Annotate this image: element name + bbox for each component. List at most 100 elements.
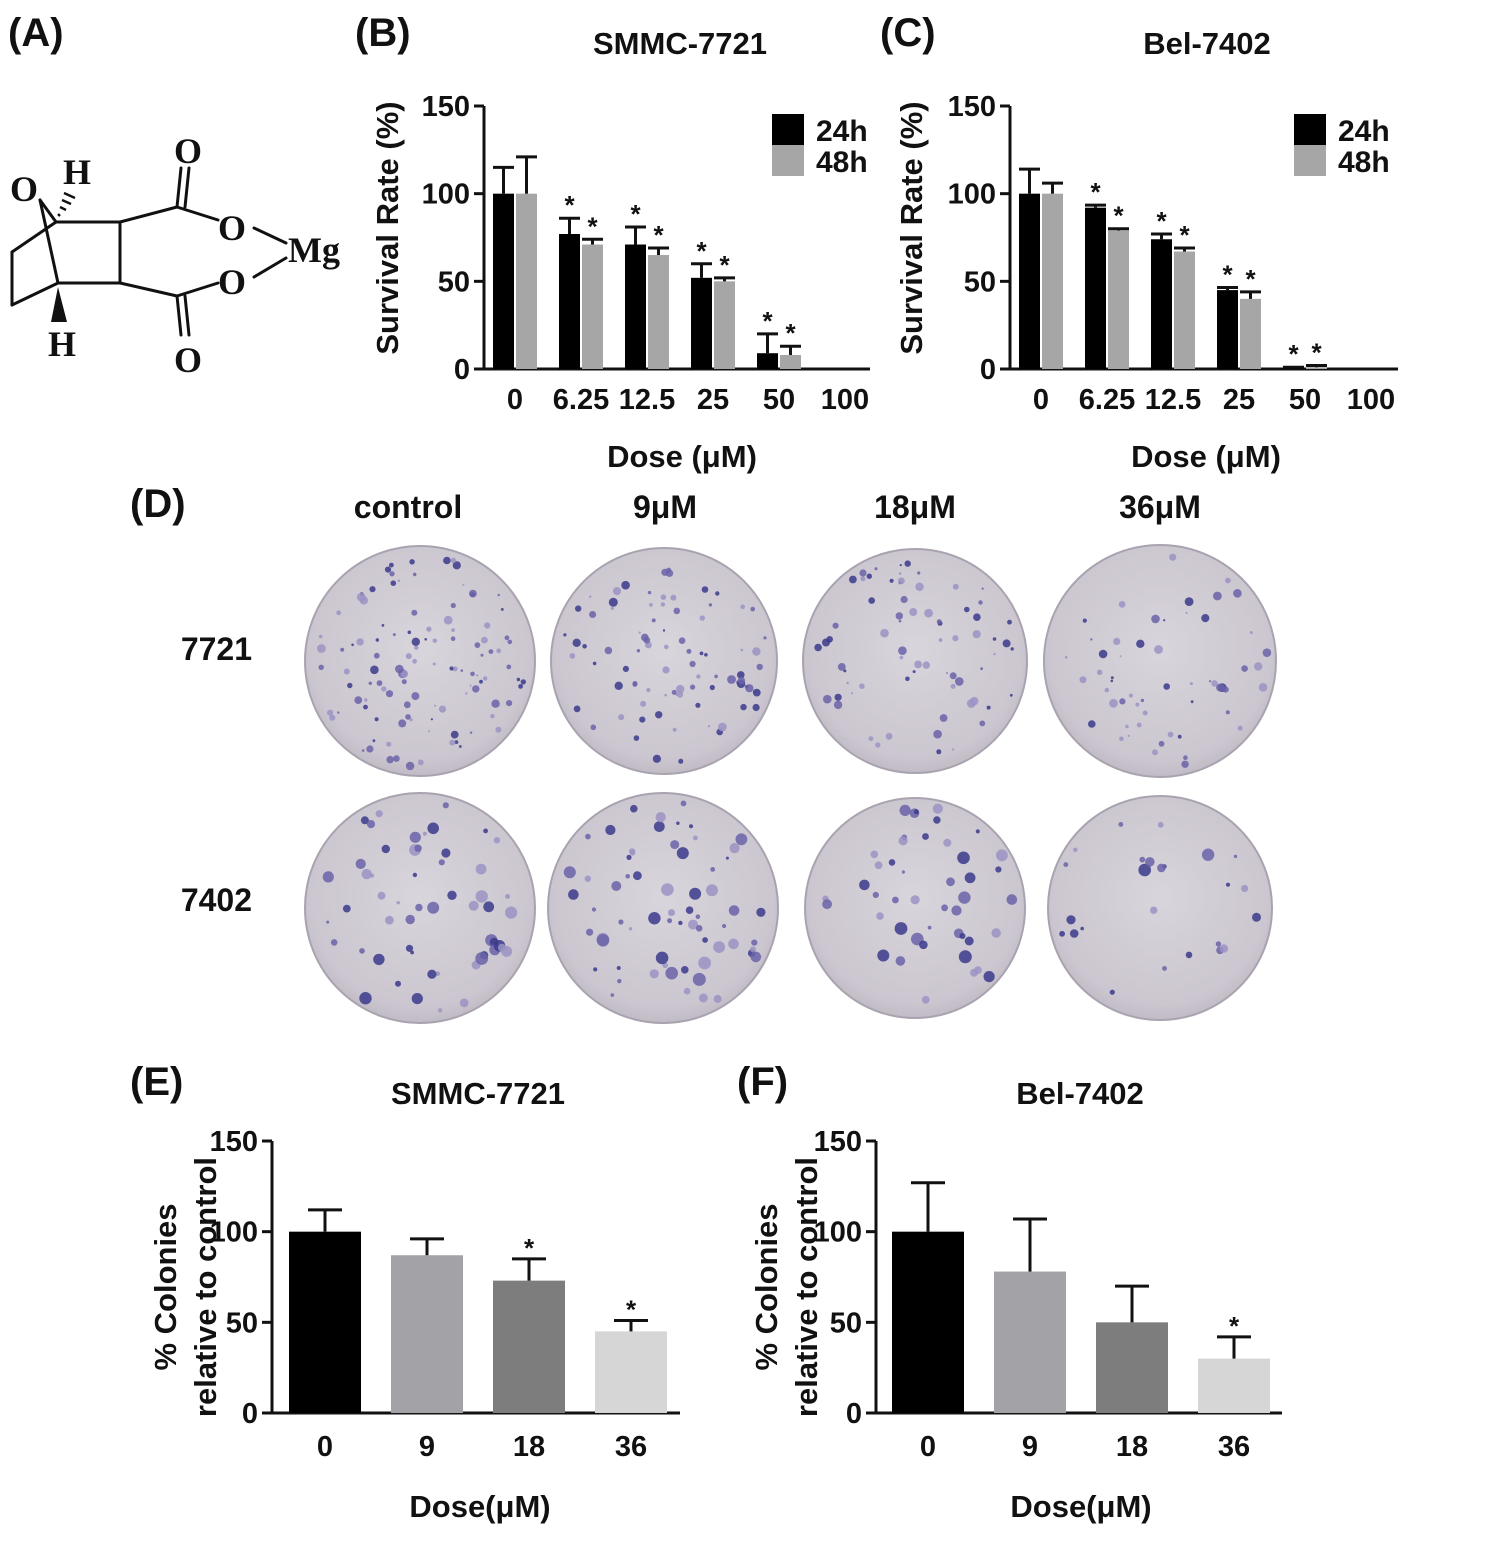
colony <box>385 915 394 925</box>
hashed-wedge <box>57 191 76 217</box>
bar-24h <box>559 233 580 369</box>
colony <box>983 971 995 983</box>
colony <box>484 622 491 629</box>
colony <box>868 736 874 741</box>
colony <box>986 705 991 710</box>
colony <box>899 564 902 567</box>
colony <box>665 966 678 980</box>
colony <box>672 727 677 732</box>
colony <box>488 649 494 654</box>
colony <box>678 758 684 764</box>
colony <box>618 714 625 721</box>
colony <box>356 638 364 646</box>
x-tick-label: 12.5 <box>1145 384 1201 416</box>
colony <box>898 646 907 655</box>
colony <box>949 672 957 680</box>
colony <box>326 920 330 924</box>
bar-24h <box>1085 207 1106 369</box>
colony <box>639 716 646 723</box>
panel-letter-c: (C) <box>880 11 936 55</box>
colony <box>322 871 334 883</box>
colony <box>422 831 427 836</box>
bar <box>1096 1322 1168 1413</box>
colony <box>374 717 379 722</box>
x-tick-label: 9 <box>419 1431 435 1463</box>
colony <box>685 906 694 914</box>
colony <box>950 683 956 689</box>
colony <box>442 802 449 809</box>
plate-row-label: 7721 <box>181 631 252 667</box>
colony <box>568 889 579 900</box>
colony <box>664 644 669 650</box>
colony <box>483 901 495 913</box>
colony <box>668 909 675 917</box>
colony <box>385 690 394 698</box>
colony <box>1140 698 1145 703</box>
colony <box>395 980 401 987</box>
significance-star: * <box>1229 1311 1240 1341</box>
y-tick-label: 50 <box>226 1307 258 1339</box>
colony <box>1213 591 1222 601</box>
chemical-structure: O H H O O Mg O O <box>10 131 340 380</box>
significance-star: * <box>524 1233 535 1263</box>
colony <box>1110 679 1114 683</box>
colony <box>636 649 641 653</box>
colony <box>1135 702 1140 707</box>
colony <box>910 895 920 905</box>
colony <box>913 809 919 815</box>
colony <box>569 653 576 659</box>
colony <box>626 854 632 861</box>
colony <box>506 664 512 670</box>
colony <box>505 894 510 899</box>
bond <box>183 294 191 337</box>
bar-24h <box>1151 239 1172 369</box>
atom-o-carbonyl-top: O <box>174 131 202 171</box>
colony <box>610 606 614 611</box>
bond <box>38 198 60 285</box>
colony <box>1225 577 1231 584</box>
colony <box>369 586 376 593</box>
colony <box>833 700 843 710</box>
colony <box>912 670 916 674</box>
colony <box>1104 687 1110 693</box>
atom-h-bottom: H <box>48 324 76 364</box>
colony <box>370 665 379 675</box>
colony <box>343 668 350 675</box>
colony <box>384 566 392 573</box>
bar-48h <box>582 244 603 369</box>
colony <box>933 729 942 739</box>
colony <box>405 653 412 660</box>
plate-row-label: 7402 <box>181 882 252 918</box>
colony <box>647 590 652 595</box>
colony <box>633 871 642 881</box>
colony <box>1082 618 1087 623</box>
y-tick-label: 150 <box>210 1126 258 1158</box>
y-axis-label: relative to control <box>789 1157 824 1417</box>
colony <box>407 630 412 635</box>
colony <box>403 701 411 709</box>
plate-dish <box>550 547 778 775</box>
legend-swatch <box>1294 114 1326 145</box>
colony <box>846 681 849 685</box>
colony <box>727 675 736 684</box>
x-tick-label: 36 <box>1218 1431 1250 1463</box>
y-tick-label: 0 <box>454 354 470 386</box>
colony <box>381 686 387 692</box>
plate-column-label: 36μM <box>1119 489 1201 525</box>
colony <box>490 714 495 719</box>
colony <box>978 600 983 605</box>
colony <box>586 928 594 936</box>
colony <box>752 688 761 697</box>
colony <box>868 597 875 604</box>
x-axis-label: Dose (μM) <box>607 439 757 474</box>
colony <box>1241 884 1249 893</box>
colony <box>412 872 418 878</box>
colony <box>945 671 949 675</box>
colony <box>469 731 473 734</box>
colony <box>895 956 906 966</box>
colony <box>946 877 955 887</box>
colony <box>1118 601 1126 608</box>
colony <box>648 912 661 925</box>
colony <box>438 705 447 713</box>
panel-letter-b: (B) <box>355 11 411 55</box>
